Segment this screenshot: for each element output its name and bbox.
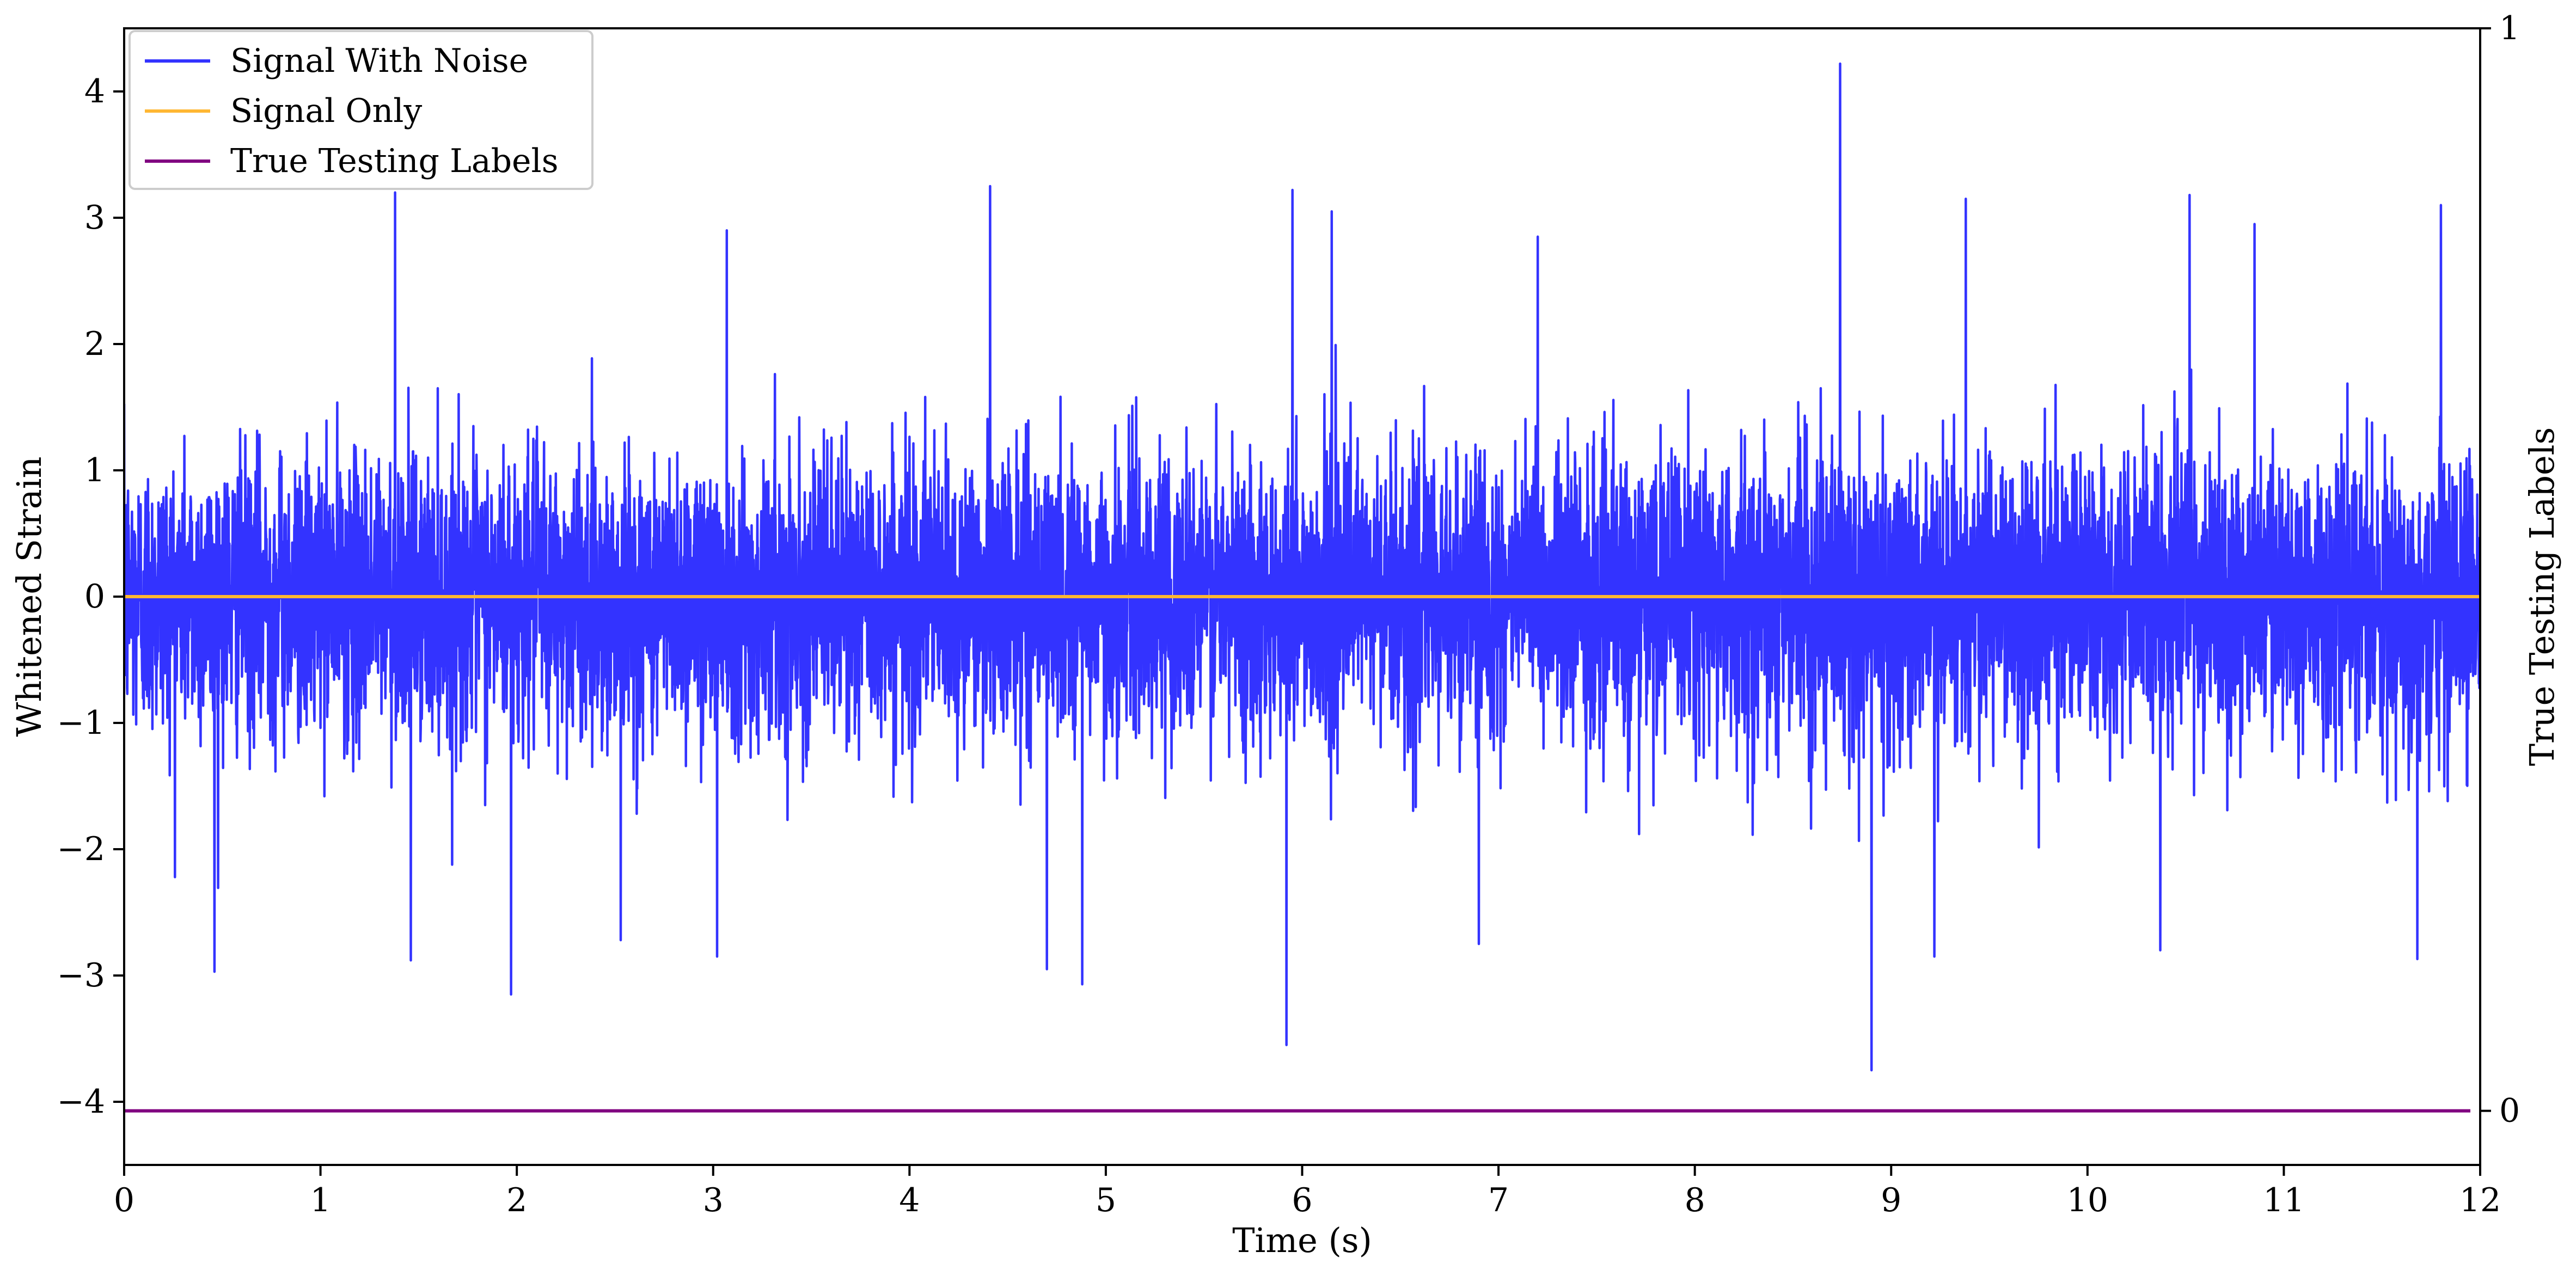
y-tick-label: −3 <box>57 956 105 995</box>
x-axis: 0 1 2 3 4 5 6 7 8 9 10 11 12 <box>114 1165 2501 1219</box>
y-axis-right: 01 <box>2480 9 2520 1130</box>
legend: Signal With Noise Signal Only True Testing… <box>129 30 593 190</box>
y-tick-label: −4 <box>57 1083 105 1121</box>
y-tick-label: 3 <box>84 199 105 237</box>
x-tick-label: 11 <box>2263 1181 2304 1219</box>
x-tick-label: 2 <box>506 1181 527 1219</box>
y-tick-label: 1 <box>84 451 105 489</box>
x-tick-label: 12 <box>2459 1181 2501 1219</box>
x-tick-label: 0 <box>114 1181 134 1219</box>
y-axis-left: −4 −3 −2 −1 0 1 2 3 4 <box>57 72 124 1121</box>
y-tick-label: 4 <box>84 72 105 111</box>
y-tick-label: −1 <box>57 704 105 742</box>
legend-label-true-testing-labels: True Testing Labels <box>230 142 559 180</box>
x-axis-label: Time (s) <box>1232 1220 1372 1260</box>
y-right-tick-label: 1 <box>2499 9 2520 47</box>
y-right-tick-label: 0 <box>2499 1092 2520 1130</box>
x-tick-label: 5 <box>1096 1181 1116 1219</box>
y-tick-label: −2 <box>57 830 105 868</box>
legend-box <box>129 30 593 190</box>
x-tick-label: 4 <box>899 1181 920 1219</box>
x-tick-label: 8 <box>1685 1181 1705 1219</box>
series-layer <box>124 62 2480 1113</box>
legend-label-signal-only: Signal Only <box>230 92 422 130</box>
y-axis-label: Whitened Strain <box>9 457 49 737</box>
x-tick-label: 10 <box>2067 1181 2108 1219</box>
x-tick-label: 9 <box>1881 1181 1901 1219</box>
x-tick-label: 1 <box>310 1181 331 1219</box>
x-tick-label: 7 <box>1488 1181 1509 1219</box>
y-tick-label: 0 <box>84 578 105 616</box>
series-line-signal-with-noise <box>124 62 2480 1072</box>
x-tick-label: 3 <box>703 1181 724 1219</box>
legend-label-signal-with-noise: Signal With Noise <box>230 42 528 80</box>
y-tick-label: 2 <box>84 325 105 363</box>
x-tick-label: 6 <box>1292 1181 1312 1219</box>
y-axis-right-label: True Testing Labels <box>2522 427 2562 766</box>
